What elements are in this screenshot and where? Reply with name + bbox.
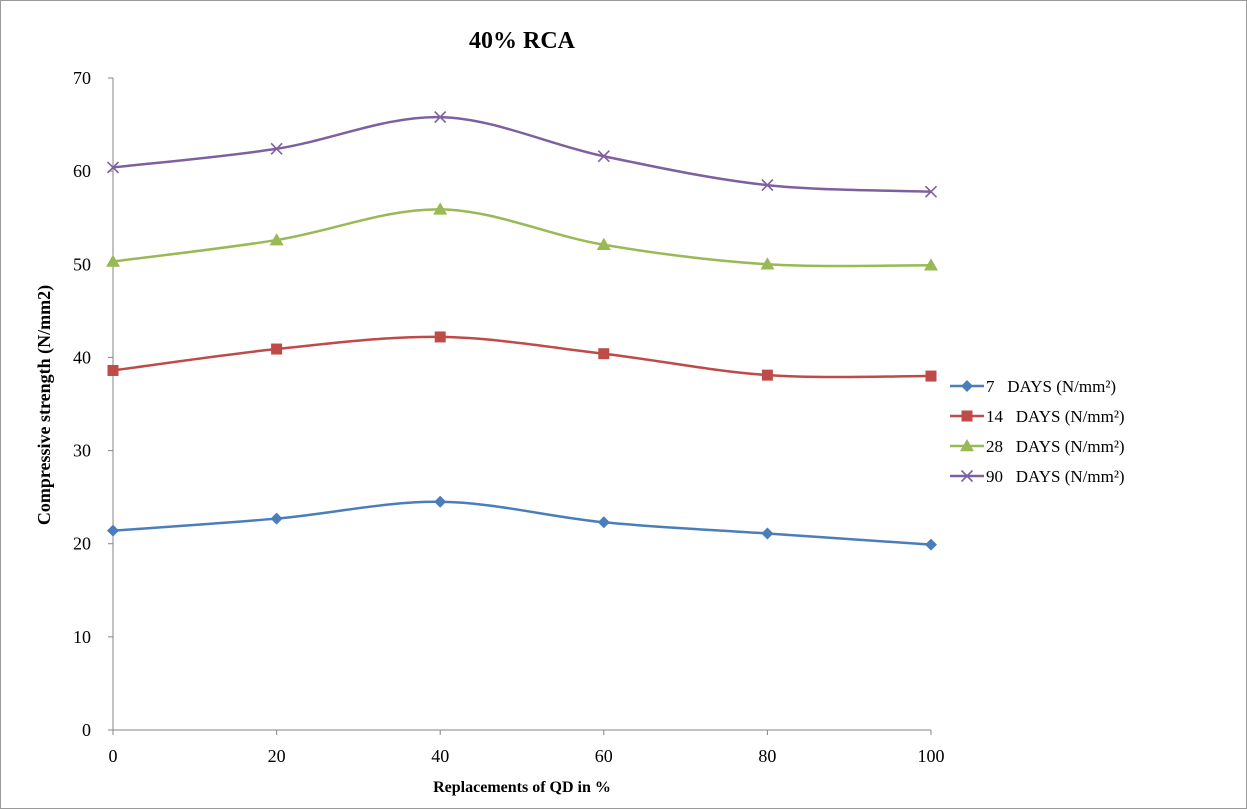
data-point [761,527,774,540]
y-tick-label: 30 [73,441,91,461]
series-2 [106,202,938,271]
x-tick-label: 80 [758,746,776,766]
legend-marker [961,380,973,392]
x-tick-label: 60 [595,746,613,766]
chart-title: 40% RCA [469,28,576,54]
series-line [112,335,932,379]
data-point [761,179,774,192]
legend-item: 90 DAYS (N/mm²) [950,467,1125,486]
data-point [925,370,937,382]
data-point [270,142,283,155]
data-point [925,538,937,551]
data-point [597,516,610,529]
legend-item: 14 DAYS (N/mm²) [950,407,1125,426]
legend-item: 7 DAYS (N/mm²) [950,377,1116,396]
data-point [434,111,447,124]
y-tick-label: 10 [73,627,91,647]
y-axis-label: Compressive strength (N/mm2) [34,285,55,525]
data-point [106,254,120,267]
data-point [434,331,446,343]
data-point [761,369,773,381]
data-point [434,495,447,508]
y-tick-label: 50 [73,254,91,274]
x-tick-label: 40 [431,746,449,766]
legend-label: 90 DAYS (N/mm²) [986,467,1125,486]
series-line [112,115,932,193]
y-tick-label: 0 [82,720,91,740]
x-tick-label: 0 [109,746,118,766]
series-line [112,500,932,546]
legend-marker [961,410,973,422]
data-point [597,150,610,163]
legend-label: 28 DAYS (N/mm²) [986,437,1125,456]
y-tick-label: 40 [73,347,91,367]
legend-marker [960,469,974,483]
x-axis-label: Replacements of QD in % [433,779,611,796]
data-point [269,233,284,246]
series-line [112,208,932,268]
y-tick-label: 60 [73,161,91,181]
data-point [596,237,611,250]
data-point [433,202,448,215]
data-point [598,348,610,360]
legend-label: 7 DAYS (N/mm²) [986,377,1116,396]
data-point [106,161,120,174]
series-3 [106,111,938,198]
legend-marker [960,439,974,452]
data-point [924,258,938,271]
data-point [270,512,283,525]
x-tick-label: 20 [268,746,286,766]
y-tick-label: 70 [73,68,91,88]
series-0 [107,495,937,551]
data-point [107,364,119,376]
data-point [107,524,119,537]
legend-item: 28 DAYS (N/mm²) [950,437,1125,456]
series-1 [107,331,937,382]
legend-label: 14 DAYS (N/mm²) [986,407,1125,426]
data-point [760,257,775,270]
y-tick-label: 20 [73,534,91,554]
x-tick-label: 100 [918,746,945,766]
data-point [924,185,938,198]
data-point [271,343,283,355]
